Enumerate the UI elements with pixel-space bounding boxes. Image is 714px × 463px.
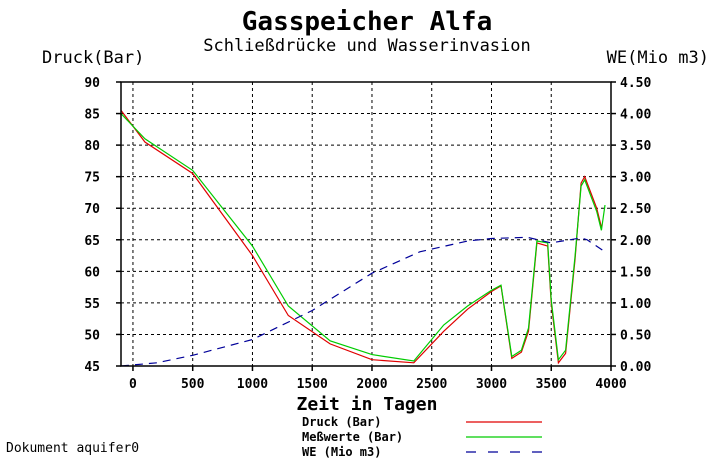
y-right-tick-label: 2.50	[620, 202, 651, 217]
series-line-2	[120, 236, 606, 367]
y-right-tick-label: 3.00	[620, 171, 651, 186]
y-right-tick-label: 4.00	[620, 108, 651, 123]
y-right-tick-label: 1.00	[620, 297, 651, 312]
y-left-tick-label: 85	[84, 108, 100, 123]
chart-subtitle: Schließdrücke und Wasserinvasion	[203, 36, 531, 56]
y-right-axis-label: WE(Mio m3)	[607, 48, 709, 68]
y-left-tick-label: 75	[84, 171, 100, 186]
x-tick-label: 1000	[237, 377, 268, 392]
x-tick-label: 2500	[416, 377, 447, 392]
y-left-tick-label: 45	[84, 360, 100, 375]
legend-label-1: Meßwerte (Bar)	[302, 430, 403, 444]
x-tick-label: 4000	[595, 377, 626, 392]
y-left-tick-label: 65	[84, 234, 100, 249]
y-left-tick-label: 70	[84, 202, 100, 217]
y-right-tick-label: 1.50	[620, 265, 651, 280]
y-right-tick-label: 2.00	[620, 234, 651, 249]
y-left-tick-label: 60	[84, 265, 100, 280]
series-layer	[120, 110, 606, 367]
x-tick-label: 3000	[476, 377, 507, 392]
y-right-tick-label: 0.00	[620, 360, 651, 375]
legend-label-0: Druck (Bar)	[302, 415, 381, 429]
x-tick-label: 0	[129, 377, 137, 392]
y-left-tick-label: 80	[84, 139, 100, 154]
x-tick-label: 2000	[356, 377, 387, 392]
y-left-tick-label: 50	[84, 328, 100, 343]
series-line-1	[120, 113, 606, 362]
chart-title: Gasspeicher Alfa	[242, 7, 492, 37]
x-tick-label: 1500	[297, 377, 328, 392]
legend-label-2: WE (Mio m3)	[302, 445, 381, 459]
x-tick-label: 3500	[536, 377, 567, 392]
y-left-tick-label: 55	[84, 297, 100, 312]
y-left-tick-label: 90	[84, 76, 100, 91]
y-right-tick-label: 0.50	[620, 328, 651, 343]
axis-ticks: 0 500 1000 1500 2000 2500 3000 3500 4000 45 50 55 60…	[84, 76, 651, 392]
legend: Druck (Bar)Meßwerte (Bar)WE (Mio m3)	[302, 415, 542, 459]
y-right-tick-label: 4.50	[620, 76, 651, 91]
y-left-axis-label: Druck(Bar)	[42, 48, 144, 68]
grid	[121, 81, 612, 367]
y-right-tick-label: 3.50	[620, 139, 651, 154]
plot-frame	[120, 81, 612, 367]
x-tick-label: 500	[181, 377, 205, 392]
x-axis-label: Zeit in Tagen	[297, 394, 438, 415]
footer-document-label: Dokument aquifer0	[6, 441, 139, 456]
